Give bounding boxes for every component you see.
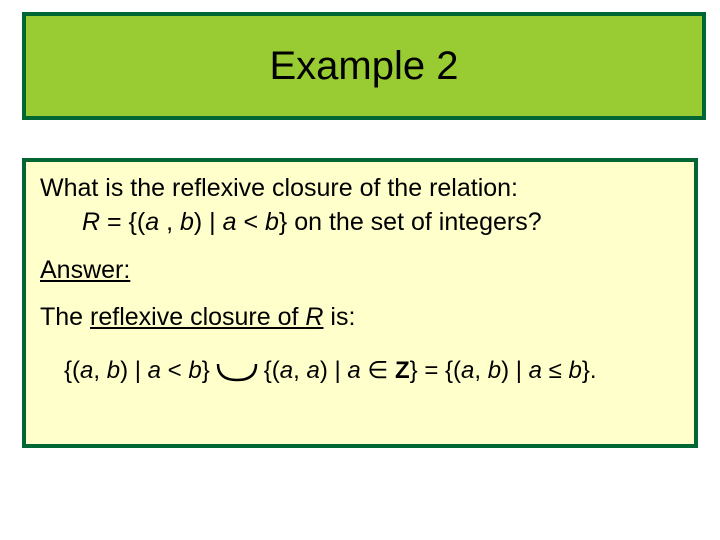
title-box: Example 2 xyxy=(22,12,706,120)
text-pipe: ) | xyxy=(194,208,223,236)
f-in: ∈ xyxy=(361,357,395,384)
title-text: Example 2 xyxy=(270,44,459,89)
f-p4: {( xyxy=(264,357,280,384)
f-a4: a xyxy=(306,357,319,384)
f-c3: , xyxy=(474,357,487,384)
text-comma: , xyxy=(159,208,180,236)
var-b2: b xyxy=(265,208,279,236)
text-eq: = {( xyxy=(100,208,145,236)
text-is: is: xyxy=(323,303,355,331)
var-a2: a xyxy=(223,208,237,236)
reflexive-underline: reflexive closure of R xyxy=(90,303,323,331)
reflexive-closure-line: The reflexive closure of R is: xyxy=(40,301,680,335)
f-Z: Z xyxy=(395,357,410,384)
f-b3: b xyxy=(488,357,501,384)
text-suffix: } on the set of integers? xyxy=(279,208,542,236)
var-a: a xyxy=(145,208,159,236)
f-c2: , xyxy=(293,357,306,384)
f-p5: ) | xyxy=(320,357,348,384)
f-lt: < xyxy=(161,357,188,384)
f-a6: a xyxy=(461,357,474,384)
f-a2: a xyxy=(148,357,161,384)
question-line-1: What is the reflexive closure of the rel… xyxy=(40,172,680,206)
var-R2: R xyxy=(305,303,323,331)
f-c1: , xyxy=(93,357,106,384)
var-b: b xyxy=(180,208,194,236)
f-a1: a xyxy=(80,357,93,384)
f-p7: ) | xyxy=(501,357,529,384)
f-le: ≤ xyxy=(542,357,569,384)
text-lt: < xyxy=(237,208,266,236)
union-icon xyxy=(216,362,258,382)
f-a7: a xyxy=(529,357,542,384)
answer-label: Answer: xyxy=(40,254,680,288)
f-a3: a xyxy=(280,357,293,384)
f-b2: b xyxy=(188,357,201,384)
f-p2: ) | xyxy=(120,357,148,384)
f-a5: a xyxy=(347,357,360,384)
content-box: What is the reflexive closure of the rel… xyxy=(22,158,698,448)
formula-line: {(a, b) | a < b}{(a, a) | a ∈ Z} = {(a, … xyxy=(40,355,680,387)
f-p3: } xyxy=(202,357,210,384)
text-reflexive: reflexive closure of xyxy=(90,303,305,331)
f-b4: b xyxy=(569,357,582,384)
text-the: The xyxy=(40,303,90,331)
f-p6: } = {( xyxy=(410,357,461,384)
f-p1: {( xyxy=(64,357,80,384)
f-b1: b xyxy=(107,357,120,384)
question-line-2: R = {(a , b) | a < b} on the set of inte… xyxy=(40,206,680,240)
var-R: R xyxy=(82,208,100,236)
f-p8: }. xyxy=(582,357,597,384)
